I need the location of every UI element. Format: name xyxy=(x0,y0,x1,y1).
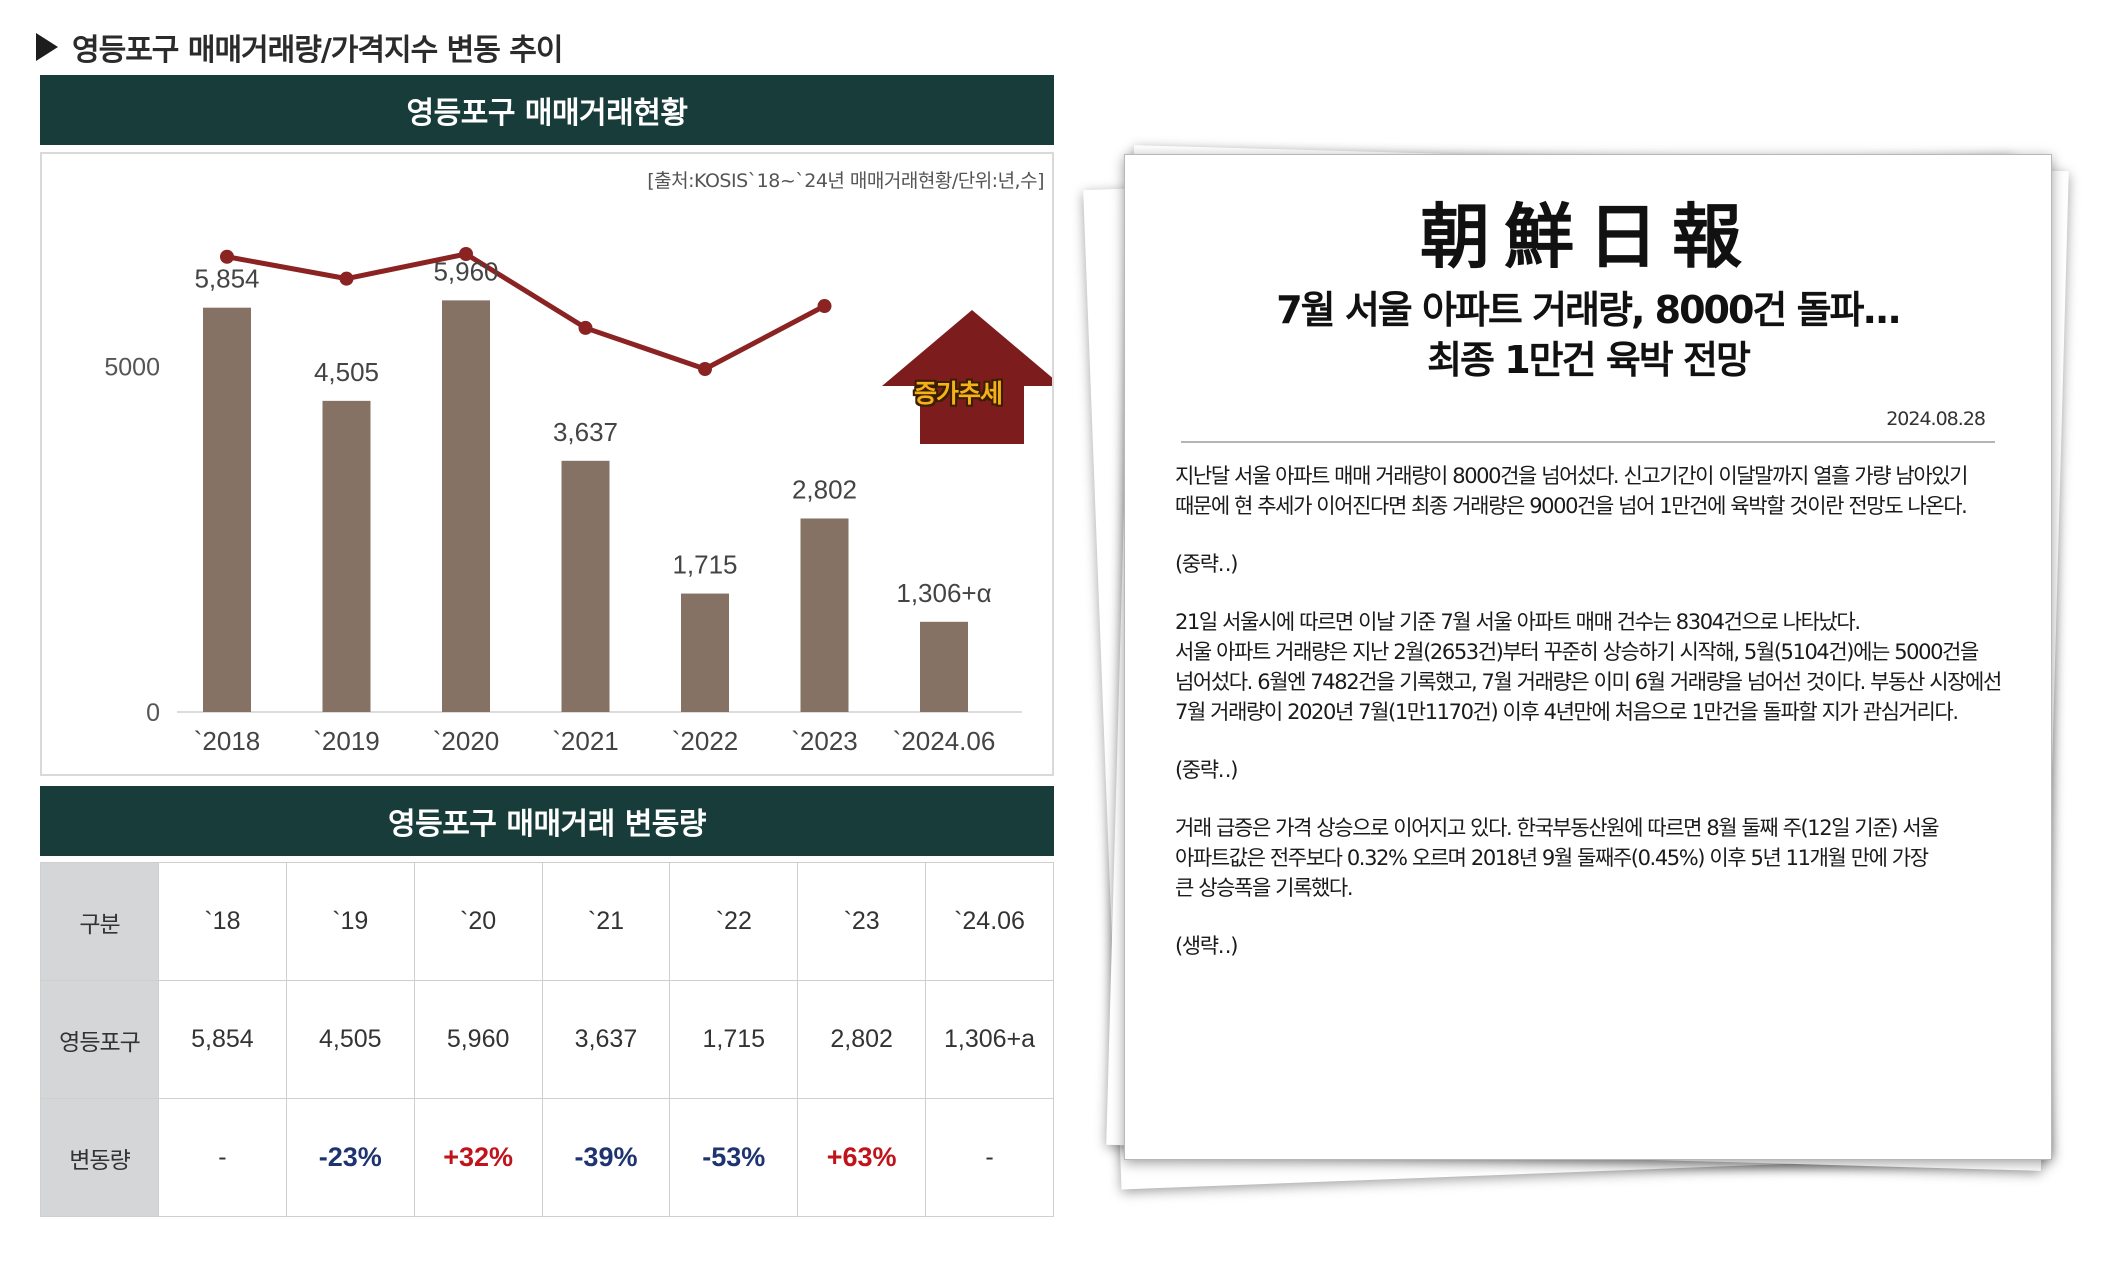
table-header-cell: `19 xyxy=(285,862,415,981)
x-tick-label: `2024.06 xyxy=(893,726,996,756)
bar xyxy=(800,518,849,712)
data-label: 4,505 xyxy=(314,357,379,387)
x-tick-label: `2021 xyxy=(552,726,619,756)
bar xyxy=(442,300,490,712)
article-line: 서울 아파트 거래량은 지난 2월(2653건)부터 꾸준히 상승하기 시작해,… xyxy=(1175,640,1979,664)
article-body: 지난달 서울 아파트 매매 거래량이 8000건을 넘어섰다. 신고기간이 이달… xyxy=(1175,461,2043,989)
article-line: 큰 상승폭을 기록했다. xyxy=(1175,876,1354,900)
article-line: 7월 거래량이 2020년 7월(1만1170건) 이후 4년만에 처음으로 1… xyxy=(1175,700,1959,724)
data-table: 구분 `18 `19 `20 `21 `22 `23 `24.06 영등포구 5… xyxy=(40,862,1054,1217)
chart-source: [출처:KOSIS`18~`24년 매매거래현황/단위:년,수] xyxy=(647,170,1044,192)
data-label: 1,306+α xyxy=(896,578,991,608)
headline-line: 최종 1만건 육박 전망 xyxy=(1427,338,1751,382)
trend-point xyxy=(817,299,832,314)
article-line: 지난달 서울 아파트 매매 거래량이 8000건을 넘어섰다. 신고기간이 이달… xyxy=(1175,464,1969,488)
table-header-cell: `23 xyxy=(797,862,927,981)
data-label: 5,960 xyxy=(433,256,498,286)
article-line: (중략‥) xyxy=(1175,758,1238,782)
table-cell: - xyxy=(158,1098,287,1217)
article-line: 21일 서울시에 따르면 이날 기준 7월 서울 아파트 매매 건수는 8304… xyxy=(1175,610,1861,634)
headline-line: 7월 서울 아파트 거래량, 8000건 돌파... xyxy=(1276,288,1902,332)
up-arrow-icon xyxy=(882,310,1052,444)
section-title-text: 영등포구 매매거래량/가격지수 변동 추이 xyxy=(72,33,563,68)
x-tick-label: `2019 xyxy=(313,726,380,756)
newspaper-clipping: 朝鮮日報 7월 서울 아파트 거래량, 8000건 돌파... 최종 1만건 육… xyxy=(1124,154,2052,1160)
table-cell-negative: -39% xyxy=(541,1098,671,1217)
table-cell-positive: +63% xyxy=(797,1098,927,1217)
newspaper-logo: 朝鮮日報 xyxy=(1420,195,1756,278)
article-line: 거래 급증은 가격 상승으로 이어지고 있다. 한국부동산원에 따르면 8월 둘… xyxy=(1175,816,1940,840)
bar-chart: 0 5000 5,854 `2018 4,505 `2019 5,960 `2020 3,63… xyxy=(104,247,1052,756)
table-header-row: 구분 `18 `19 `20 `21 `22 `23 `24.06 xyxy=(40,862,1054,981)
bar xyxy=(561,460,610,712)
table-header-cell: `22 xyxy=(669,862,799,981)
table-header: 영등포구 매매거래 변동량 xyxy=(40,786,1054,856)
article-line: 넘어섰다. 6월엔 7482건을 기록했고, 7월 거래량은 이미 6월 거래량… xyxy=(1175,670,2002,694)
table-cell: 1,306+a xyxy=(925,980,1054,1099)
table-header-cell: `21 xyxy=(541,862,671,981)
article-paragraph: (생략‥) xyxy=(1175,931,2043,961)
bar xyxy=(322,400,371,712)
trend-point xyxy=(698,362,712,376)
table-header-cell: `18 xyxy=(158,862,287,981)
trend-point xyxy=(578,320,593,335)
article-date: 2024.08.28 xyxy=(1886,408,1986,430)
table-cell-positive: +32% xyxy=(413,1098,543,1217)
table-cell-negative: -23% xyxy=(285,1098,415,1217)
y-tick-label: 0 xyxy=(146,699,160,727)
table-cell: 4,505 xyxy=(285,980,415,1099)
y-tick-label: 5000 xyxy=(104,354,160,382)
data-label: 1,715 xyxy=(672,550,737,580)
article-line: 때문에 현 추세가 이어진다면 최종 거래량은 9000건을 넘어 1만건에 육… xyxy=(1175,494,1968,518)
article-paragraph: 지난달 서울 아파트 매매 거래량이 8000건을 넘어섰다. 신고기간이 이달… xyxy=(1175,461,2043,521)
data-label: 2,802 xyxy=(792,474,857,504)
article-paragraph: (중략‥) xyxy=(1175,549,2043,579)
x-tick-label: `2020 xyxy=(433,726,500,756)
article-paragraph: 거래 급증은 가격 상승으로 이어지고 있다. 한국부동산원에 따르면 8월 둘… xyxy=(1175,813,2043,903)
table-cell: 3,637 xyxy=(541,980,671,1099)
trend-line xyxy=(226,251,826,372)
bar xyxy=(920,621,968,712)
x-tick-label: `2022 xyxy=(672,726,739,756)
table-cell: 1,715 xyxy=(669,980,799,1099)
table-cell: 5,960 xyxy=(413,980,543,1099)
triangle-bullet-icon xyxy=(36,33,58,61)
trend-point xyxy=(220,249,234,264)
data-label: 5,854 xyxy=(194,264,259,294)
table-header-cell: `20 xyxy=(413,862,543,981)
table-row: 변동량 - -23% +32% -39% -53% +63% - xyxy=(40,1098,1054,1217)
table-cell-negative: -53% xyxy=(669,1098,799,1217)
chart-panel: [출처:KOSIS`18~`24년 매매거래현황/단위:년,수] 0 5000 5… xyxy=(40,152,1054,776)
bar xyxy=(681,593,729,712)
trend-point xyxy=(459,247,473,261)
table-header-cell: `24.06 xyxy=(925,862,1054,981)
table-row: 영등포구 5,854 4,505 5,960 3,637 1,715 2,802… xyxy=(40,980,1054,1099)
section-title: 영등포구 매매거래량/가격지수 변동 추이 xyxy=(36,24,563,70)
x-tick-label: `2018 xyxy=(194,726,261,756)
trend-point xyxy=(339,271,354,286)
data-label: 3,637 xyxy=(553,417,618,447)
table-cell: 2,802 xyxy=(797,980,927,1099)
article-line: 아파트값은 전주보다 0.32% 오르며 2018년 9월 둘째주(0.45%)… xyxy=(1175,846,1929,870)
trend-label: 증가추세 xyxy=(914,379,1003,408)
table-row-label: 영등포구 xyxy=(40,980,159,1099)
chart-header: 영등포구 매매거래현황 xyxy=(40,75,1054,145)
divider xyxy=(1181,441,1995,443)
headline: 7월 서울 아파트 거래량, 8000건 돌파... 최종 1만건 육박 전망 xyxy=(1125,285,2051,385)
table-cell: - xyxy=(925,1098,1054,1217)
article-line: (생략‥) xyxy=(1175,934,1238,958)
table-row-label: 변동량 xyxy=(40,1098,159,1217)
article-paragraph: (중략‥) xyxy=(1175,755,2043,785)
table-header-cell: 구분 xyxy=(40,862,159,981)
bar xyxy=(203,307,251,712)
x-tick-label: `2023 xyxy=(791,726,858,756)
article-line: (중략‥) xyxy=(1175,552,1238,576)
article-paragraph: 21일 서울시에 따르면 이날 기준 7월 서울 아파트 매매 건수는 8304… xyxy=(1175,607,2043,727)
table-cell: 5,854 xyxy=(158,980,287,1099)
